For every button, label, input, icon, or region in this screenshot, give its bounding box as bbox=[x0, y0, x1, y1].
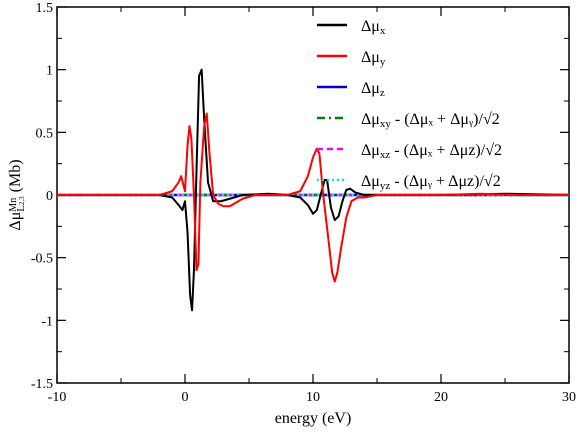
y-tick-label: 1 bbox=[46, 64, 53, 79]
legend-label-xz: Δμxz - (Δμₓ + Δμz)/√2 bbox=[361, 142, 502, 161]
y-tick-label: 1.5 bbox=[36, 1, 54, 16]
legend-label-yz: Δμyz - (Δμᵧ + Δμz)/√2 bbox=[361, 173, 501, 192]
axes-layer: -10 0 10 20 30 -1.5 -1 -0.5 0 0.5 1 1.5 bbox=[31, 1, 576, 405]
x-tick-label: 30 bbox=[562, 390, 576, 405]
y-tick-label: -1.5 bbox=[31, 377, 53, 392]
legend: Δμx Δμy Δμz Δμxy - (Δμₓ + Δμᵧ)/√2 Δμxz - (Δμ… bbox=[317, 18, 502, 192]
legend-label-z: Δμz bbox=[361, 80, 385, 99]
series-layer bbox=[57, 68, 570, 312]
y-tick-label: -1 bbox=[41, 314, 53, 329]
x-tick-label: 10 bbox=[306, 390, 320, 405]
x-axis-title: energy (eV) bbox=[275, 410, 352, 427]
y-tick-label: -0.5 bbox=[31, 252, 53, 267]
series-line-x bbox=[57, 68, 570, 312]
x-tick-label: -10 bbox=[48, 390, 67, 405]
y-tick-label: 0 bbox=[46, 189, 53, 204]
x-tick-label: 20 bbox=[434, 390, 448, 405]
legend-label-x: Δμx bbox=[361, 18, 386, 37]
legend-label-xy: Δμxy - (Δμₓ + Δμᵧ)/√2 bbox=[361, 111, 500, 130]
y-axis-title: ΔμMnL2,3(Mb) bbox=[7, 159, 27, 230]
series-line-y bbox=[57, 112, 569, 283]
x-tick-label: 0 bbox=[182, 390, 189, 405]
y-axis-label: ΔμMnL2,3(Mb) bbox=[7, 159, 27, 230]
legend-label-y: Δμy bbox=[361, 49, 386, 68]
y-tick-label: 0.5 bbox=[36, 126, 54, 141]
